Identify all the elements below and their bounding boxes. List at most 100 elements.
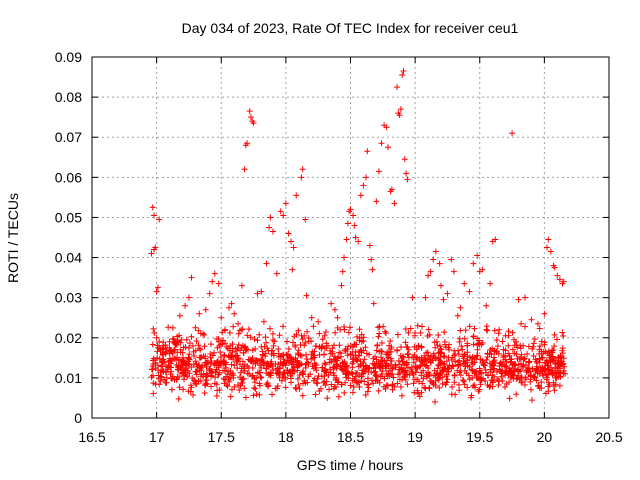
data-point-baseline — [455, 361, 462, 368]
data-point-baseline — [265, 347, 272, 354]
data-point-baseline — [193, 337, 200, 344]
data-point-baseline — [553, 336, 560, 343]
data-point-baseline — [204, 372, 211, 379]
data-point-baseline — [354, 357, 361, 364]
data-point — [315, 318, 322, 325]
data-point-baseline — [331, 358, 338, 365]
x-tick-label: 20 — [537, 429, 553, 445]
data-point-baseline — [404, 364, 411, 371]
data-point-baseline — [222, 376, 229, 383]
data-point — [562, 370, 569, 377]
data-point-baseline — [288, 379, 295, 386]
data-point-baseline — [186, 340, 193, 347]
data-point — [528, 316, 535, 323]
data-point-baseline — [470, 333, 477, 340]
y-tick-label: 0.09 — [55, 49, 82, 65]
data-point-baseline — [375, 333, 382, 340]
data-point-baseline — [398, 355, 405, 362]
data-point-baseline — [299, 336, 306, 343]
data-point-baseline — [475, 340, 482, 347]
y-tick-label: 0.03 — [55, 290, 82, 306]
data-point-baseline — [294, 363, 301, 370]
data-point — [430, 256, 437, 263]
data-point-baseline — [395, 357, 402, 364]
data-point-baseline — [555, 357, 562, 364]
data-point — [289, 266, 296, 273]
data-point-baseline — [441, 353, 448, 360]
data-point-baseline — [498, 373, 505, 380]
data-point-baseline — [435, 362, 442, 369]
data-point-baseline — [387, 338, 394, 345]
data-point — [254, 290, 261, 297]
data-point-baseline — [321, 351, 328, 358]
data-point-baseline — [235, 330, 242, 337]
data-point-baseline — [171, 346, 178, 353]
data-point-baseline — [446, 346, 453, 353]
data-point — [388, 186, 395, 193]
data-point-baseline — [323, 378, 330, 385]
data-point-baseline — [150, 325, 157, 332]
data-point-baseline — [312, 364, 319, 371]
data-point-baseline — [308, 355, 315, 362]
data-point-baseline — [296, 360, 303, 367]
y-tick-label: 0.07 — [55, 129, 82, 145]
data-point — [427, 268, 434, 275]
data-point-baseline — [511, 336, 518, 343]
data-point-baseline — [330, 342, 337, 349]
data-point — [541, 310, 548, 317]
data-point-baseline — [238, 376, 245, 383]
data-point — [277, 208, 284, 215]
data-point-baseline — [321, 366, 328, 373]
data-point — [543, 244, 550, 251]
data-point-baseline — [253, 357, 260, 364]
data-point-baseline — [227, 368, 234, 375]
data-point-baseline — [193, 368, 200, 375]
data-point-baseline — [394, 347, 401, 354]
data-point-baseline — [459, 346, 466, 353]
data-point-baseline — [179, 358, 186, 365]
data-point-baseline — [374, 342, 381, 349]
data-point-baseline — [513, 351, 520, 358]
data-point-baseline — [295, 351, 302, 358]
data-point-baseline — [352, 356, 359, 363]
y-tick-label: 0.01 — [55, 370, 82, 386]
data-point-baseline — [262, 334, 269, 341]
data-point-baseline — [201, 343, 208, 350]
data-point-baseline — [434, 365, 441, 372]
data-point — [560, 278, 567, 285]
chart-title: Day 034 of 2023, Rate Of TEC Index for r… — [182, 20, 519, 36]
data-point-baseline — [182, 362, 189, 369]
data-point-baseline — [374, 377, 381, 384]
data-point — [244, 140, 251, 147]
data-point-baseline — [398, 344, 405, 351]
data-point-baseline — [288, 361, 295, 368]
data-point-baseline — [370, 355, 377, 362]
data-point — [370, 300, 377, 307]
data-point-baseline — [541, 339, 548, 346]
data-point-baseline — [275, 350, 282, 357]
data-point-baseline — [469, 354, 476, 361]
data-point-baseline — [379, 348, 386, 355]
data-point-baseline — [478, 370, 485, 377]
data-point-baseline — [487, 346, 494, 353]
data-point — [285, 230, 292, 237]
data-point-baseline — [375, 324, 382, 331]
data-point-baseline — [236, 387, 243, 394]
data-point-baseline — [536, 325, 543, 332]
data-point-baseline — [420, 375, 427, 382]
data-point-baseline — [383, 357, 390, 364]
data-point-baseline — [387, 348, 394, 355]
data-point-baseline — [299, 392, 306, 399]
data-point-baseline — [314, 380, 321, 387]
data-point-baseline — [536, 355, 543, 362]
data-point-baseline — [435, 332, 442, 339]
data-point-baseline — [411, 343, 418, 350]
data-point-baseline — [244, 370, 251, 377]
data-point-baseline — [345, 343, 352, 350]
data-point-baseline — [382, 330, 389, 337]
data-point — [263, 260, 270, 267]
data-point-baseline — [335, 393, 342, 400]
data-point-baseline — [237, 382, 244, 389]
data-point — [554, 272, 561, 279]
data-point-baseline — [382, 365, 389, 372]
